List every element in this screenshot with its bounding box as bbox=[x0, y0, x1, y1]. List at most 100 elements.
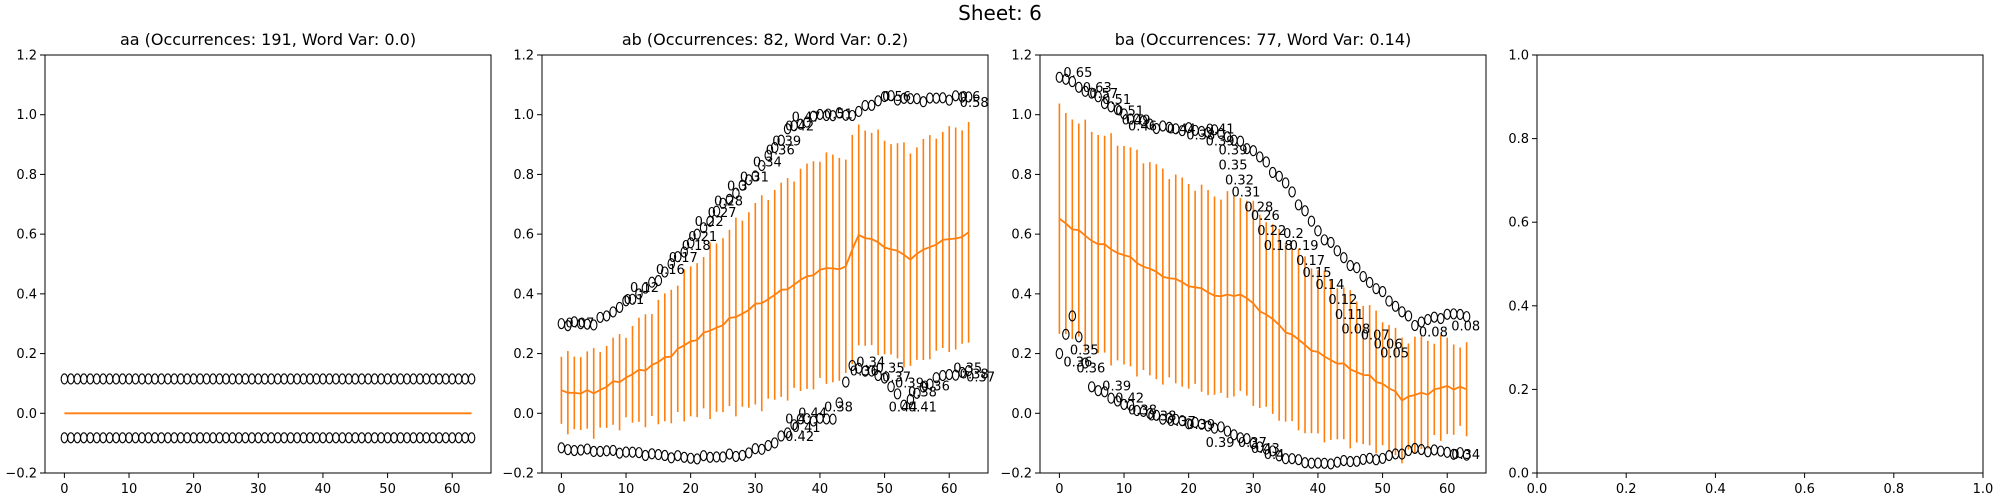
lower-marker bbox=[118, 432, 127, 444]
y-tick-label: 0.4 bbox=[1508, 299, 1529, 314]
lower-marker bbox=[1062, 328, 1070, 340]
upper-marker bbox=[732, 187, 740, 199]
upper-marker bbox=[138, 373, 146, 385]
value-label: 0.41 bbox=[908, 400, 937, 415]
x-tick-label: 60 bbox=[1439, 482, 1456, 497]
lower-marker bbox=[867, 365, 876, 377]
upper-marker bbox=[654, 275, 663, 287]
value-label: 0.35 bbox=[953, 362, 982, 377]
upper-marker bbox=[1391, 300, 1400, 312]
lower-marker bbox=[1152, 409, 1161, 421]
upper-marker bbox=[1294, 199, 1303, 211]
upper-marker bbox=[1404, 310, 1413, 322]
upper-marker bbox=[73, 373, 82, 385]
value-label: 0.39 bbox=[1186, 418, 1215, 433]
lower-marker bbox=[86, 432, 94, 444]
y-tick-label: 0.6 bbox=[1508, 216, 1529, 231]
lower-marker bbox=[1217, 421, 1225, 433]
upper-marker bbox=[1307, 215, 1316, 227]
upper-marker bbox=[1398, 306, 1406, 318]
value-label: 0.38 bbox=[908, 385, 937, 400]
y-tick-label: 0.2 bbox=[1508, 383, 1529, 398]
upper-marker bbox=[273, 373, 282, 385]
lower-marker bbox=[1126, 399, 1135, 411]
y-tick-label: 1.2 bbox=[513, 49, 534, 64]
lower-marker bbox=[745, 447, 753, 459]
upper-marker bbox=[725, 193, 734, 205]
y-tick-label: 0.8 bbox=[513, 168, 534, 183]
lower-marker bbox=[396, 432, 405, 444]
subplot-1: aa (Occurrences: 191, Word Var: 0.0) 0 10 2… bbox=[5, 30, 492, 497]
value-label: 0.18 bbox=[1264, 239, 1293, 254]
value-label: 0.17 bbox=[1296, 254, 1325, 269]
x-tick-label: 0.0 bbox=[1527, 482, 1548, 497]
upper-marker bbox=[92, 373, 101, 385]
lower-marker bbox=[248, 432, 256, 444]
value-label: 0.41 bbox=[792, 421, 821, 436]
upper-marker bbox=[939, 92, 947, 104]
lower-marker bbox=[577, 444, 585, 456]
sheet-title: Sheet: 6 bbox=[958, 1, 1042, 25]
upper-marker bbox=[1068, 76, 1077, 88]
upper-marker bbox=[1217, 128, 1225, 140]
value-label: 0.16 bbox=[656, 263, 685, 278]
lower-marker bbox=[719, 451, 727, 463]
lower-marker bbox=[196, 432, 204, 444]
upper-marker bbox=[557, 318, 566, 330]
upper-marker bbox=[312, 373, 321, 385]
lower-marker bbox=[351, 432, 360, 444]
lower-marker bbox=[467, 432, 476, 444]
upper-marker bbox=[403, 373, 411, 385]
lower-marker bbox=[738, 449, 747, 461]
upper-marker bbox=[151, 373, 159, 385]
upper-marker bbox=[635, 288, 643, 300]
lower-marker bbox=[1462, 449, 1471, 461]
upper-marker bbox=[377, 373, 385, 385]
upper-marker bbox=[241, 373, 250, 385]
lower-marker bbox=[854, 362, 863, 374]
axes-frame bbox=[541, 54, 989, 474]
axes-frame bbox=[1039, 54, 1487, 474]
lower-marker bbox=[557, 442, 566, 454]
lower-marker bbox=[1340, 454, 1348, 467]
value-label: 0.39 bbox=[1206, 135, 1235, 150]
lower-marker bbox=[596, 445, 604, 457]
upper-marker bbox=[442, 373, 450, 385]
upper-marker bbox=[803, 116, 811, 128]
lower-marker bbox=[1223, 425, 1232, 437]
lower-marker bbox=[1301, 457, 1309, 469]
value-label: 0.38 bbox=[1128, 403, 1157, 418]
lower-marker bbox=[1178, 415, 1186, 427]
lower-marker bbox=[589, 445, 598, 458]
mean-line bbox=[561, 231, 970, 395]
value-label: 0.35 bbox=[1070, 344, 1099, 359]
upper-marker bbox=[829, 110, 837, 122]
lower-marker bbox=[144, 432, 153, 444]
upper-marker bbox=[125, 373, 133, 385]
y-tick-label: 0.8 bbox=[1011, 168, 1032, 183]
upper-marker bbox=[913, 93, 921, 105]
y-tick-label: 0.6 bbox=[16, 228, 37, 243]
upper-marker bbox=[932, 92, 941, 104]
value-label: 0.41 bbox=[1206, 123, 1235, 138]
upper-marker bbox=[1075, 81, 1083, 93]
upper-marker bbox=[1178, 125, 1186, 137]
upper-marker bbox=[112, 373, 120, 385]
lower-marker bbox=[635, 447, 643, 459]
upper-marker bbox=[770, 141, 779, 154]
value-label: 0.39 bbox=[772, 135, 801, 150]
lower-marker bbox=[454, 432, 463, 444]
axes-frame bbox=[44, 54, 492, 474]
upper-marker bbox=[286, 373, 295, 385]
upper-marker bbox=[131, 373, 140, 385]
lower-marker bbox=[622, 446, 630, 458]
lower-marker bbox=[1307, 457, 1316, 469]
value-label: 0.11 bbox=[1335, 308, 1364, 323]
lower-marker bbox=[370, 432, 379, 444]
upper-marker bbox=[589, 319, 598, 331]
x-tick-label: 0.6 bbox=[1794, 482, 1815, 497]
upper-marker bbox=[887, 90, 895, 102]
value-label: 0.32 bbox=[1225, 173, 1254, 188]
upper-marker bbox=[176, 373, 185, 385]
